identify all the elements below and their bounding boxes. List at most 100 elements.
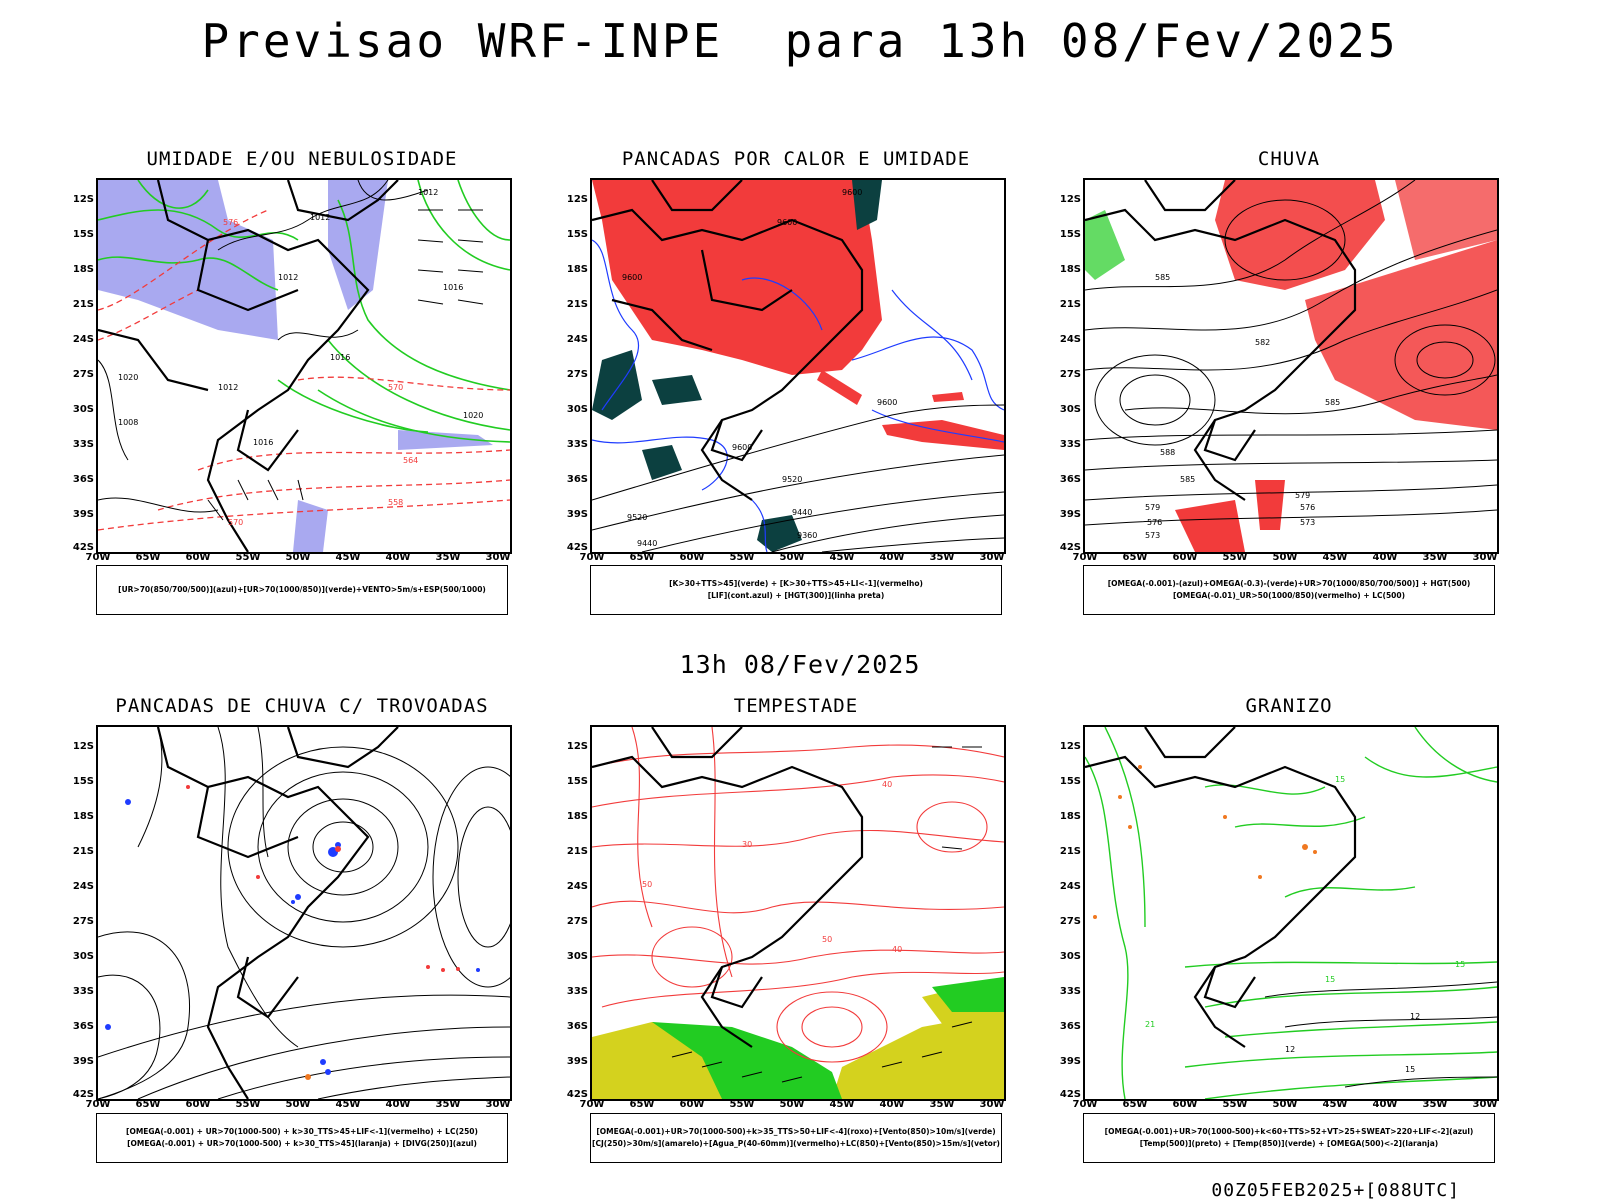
- lon-tick-label: 60W: [1172, 1099, 1198, 1110]
- svg-text:40: 40: [892, 945, 902, 954]
- lat-tick-label: 12S: [72, 194, 94, 205]
- panel-6-legend-line-2: [Temp(500)](preto) + [Temp(850)](verde) …: [1139, 1139, 1439, 1148]
- svg-text:9600: 9600: [622, 273, 642, 282]
- lon-tick-label: 55W: [235, 1099, 261, 1110]
- lon-tick-label: 60W: [1172, 552, 1198, 563]
- lat-tick-label: 18S: [1059, 264, 1081, 275]
- lon-tick-label: 50W: [285, 552, 311, 563]
- lat-tick-label: 21S: [72, 299, 94, 310]
- panel-6-title: GRANIZO: [1245, 695, 1333, 717]
- lat-tick-label: 33S: [72, 986, 94, 997]
- lon-tick-label: 45W: [829, 1099, 855, 1110]
- lat-tick-label: 33S: [72, 439, 94, 450]
- panel-6-legend-line-1: [OMEGA(-0.001)+UR>70(1000-500)+k<60+TTS>…: [1104, 1127, 1474, 1136]
- lat-tick-label: 21S: [1059, 846, 1081, 857]
- lat-tick-label: 21S: [1059, 299, 1081, 310]
- lat-tick-label: 15S: [72, 229, 94, 240]
- lon-tick-label: 70W: [1072, 552, 1098, 563]
- lat-tick-label: 36S: [566, 474, 588, 485]
- svg-text:9600: 9600: [877, 398, 897, 407]
- lat-tick-label: 12S: [566, 741, 588, 752]
- panel-3-map[interactable]: 585 582 588 585 579 576 573 579 576 573 …: [1083, 178, 1499, 554]
- svg-text:9520: 9520: [782, 475, 802, 484]
- lon-tick-label: 40W: [385, 1099, 411, 1110]
- lon-tick-label: 40W: [1372, 1099, 1398, 1110]
- lat-tick-label: 24S: [566, 881, 588, 892]
- svg-text:570: 570: [228, 518, 243, 527]
- lat-tick-label: 33S: [566, 986, 588, 997]
- lon-tick-label: 65W: [1122, 1099, 1148, 1110]
- main-title: Previsao WRF-INPE para 13h 08/Fev/2025: [201, 14, 1399, 68]
- panel-4-title: PANCADAS DE CHUVA C/ TROVOADAS: [115, 695, 489, 717]
- svg-text:30: 30: [742, 840, 752, 849]
- lon-tick-label: 40W: [879, 1099, 905, 1110]
- panel-1-field: 1012 1012 1012 1016 1016 1020 1008 1012 …: [98, 180, 510, 552]
- lon-tick-label: 40W: [1372, 552, 1398, 563]
- panel-3-legend-line-2: [OMEGA(-0.01)_UR>50(1000/850)(vermelho) …: [1172, 591, 1406, 600]
- lat-tick-label: 36S: [566, 1021, 588, 1032]
- lon-tick-label: 60W: [679, 552, 705, 563]
- svg-text:12: 12: [1410, 1012, 1420, 1021]
- panel-5-legend: [OMEGA(-0.001)+UR>70(1000-500)+k>35_TTS>…: [590, 1113, 1002, 1163]
- svg-text:579: 579: [1295, 491, 1310, 500]
- panel-4-legend-line-1: [OMEGA(-0.001) + UR>70(1000-500) + k>30_…: [126, 1127, 478, 1136]
- lat-tick-label: 30S: [1059, 951, 1081, 962]
- panel-6-field: 15 15 15 21 12 15 12: [1085, 727, 1497, 1099]
- lat-tick-label: 27S: [566, 369, 588, 380]
- svg-text:1012: 1012: [218, 383, 238, 392]
- lon-tick-label: 40W: [879, 552, 905, 563]
- panel-3-legend: [OMEGA(-0.001)-(azul)+OMEGA(-0.3)-(verde…: [1083, 565, 1495, 615]
- lat-tick-label: 24S: [1059, 334, 1081, 345]
- lat-tick-label: 33S: [1059, 986, 1081, 997]
- lon-tick-label: 70W: [579, 552, 605, 563]
- panel-1-legend-line-1: [UR>70(850/700/500)](azul)+[UR>70(1000/8…: [118, 585, 486, 594]
- svg-text:585: 585: [1325, 398, 1340, 407]
- panel-5-map[interactable]: 40 50 40 30 50: [590, 725, 1006, 1101]
- svg-text:9440: 9440: [792, 508, 812, 517]
- panel-4-field: [98, 727, 510, 1099]
- lon-tick-label: 30W: [1472, 1099, 1498, 1110]
- panel-2-map[interactable]: 9600 9600 9600 9600 9520 9440 9360 9520 …: [590, 178, 1006, 554]
- svg-text:9600: 9600: [842, 188, 862, 197]
- lat-tick-label: 15S: [566, 229, 588, 240]
- lat-tick-label: 30S: [1059, 404, 1081, 415]
- lon-tick-label: 55W: [729, 1099, 755, 1110]
- lon-tick-label: 65W: [135, 1099, 161, 1110]
- panel-4-map[interactable]: [96, 725, 512, 1101]
- svg-text:585: 585: [1155, 273, 1170, 282]
- svg-text:573: 573: [1300, 518, 1315, 527]
- panel-2-legend: [K>30+TTS>45](verde) + [K>30+TTS>45+LI<-…: [590, 565, 1002, 615]
- lon-tick-label: 35W: [929, 552, 955, 563]
- lon-tick-label: 65W: [629, 1099, 655, 1110]
- lat-tick-label: 39S: [72, 509, 94, 520]
- panel-2-field: 9600 9600 9600 9600 9520 9440 9360 9520 …: [592, 180, 1004, 552]
- lon-tick-label: 60W: [185, 1099, 211, 1110]
- lat-tick-label: 24S: [1059, 881, 1081, 892]
- panel-5-legend-line-1: [OMEGA(-0.001)+UR>70(1000-500)+k>35_TTS>…: [596, 1127, 996, 1136]
- panel-5-title: TEMPESTADE: [733, 695, 859, 717]
- lon-tick-label: 50W: [1272, 1099, 1298, 1110]
- lat-tick-label: 18S: [566, 264, 588, 275]
- panel-1-map[interactable]: 1012 1012 1012 1016 1016 1020 1008 1012 …: [96, 178, 512, 554]
- lon-tick-label: 60W: [185, 552, 211, 563]
- lat-tick-label: 30S: [566, 404, 588, 415]
- lat-tick-label: 18S: [1059, 811, 1081, 822]
- lon-tick-label: 55W: [1222, 1099, 1248, 1110]
- svg-text:1016: 1016: [443, 283, 463, 292]
- lat-tick-label: 42S: [566, 1089, 588, 1100]
- panel-6-map[interactable]: 15 15 15 21 12 15 12: [1083, 725, 1499, 1101]
- lat-tick-label: 21S: [566, 299, 588, 310]
- lon-tick-label: 55W: [1222, 552, 1248, 563]
- lon-tick-label: 30W: [979, 552, 1005, 563]
- svg-text:50: 50: [642, 880, 652, 889]
- lon-tick-label: 70W: [1072, 1099, 1098, 1110]
- svg-text:588: 588: [1160, 448, 1175, 457]
- lat-tick-label: 12S: [1059, 194, 1081, 205]
- svg-text:1016: 1016: [330, 353, 350, 362]
- svg-text:585: 585: [1180, 475, 1195, 484]
- svg-text:564: 564: [403, 456, 418, 465]
- lon-tick-label: 50W: [779, 552, 805, 563]
- lon-tick-label: 40W: [385, 552, 411, 563]
- panel-1-legend: [UR>70(850/700/500)](azul)+[UR>70(1000/8…: [96, 565, 508, 615]
- lat-tick-label: 36S: [1059, 474, 1081, 485]
